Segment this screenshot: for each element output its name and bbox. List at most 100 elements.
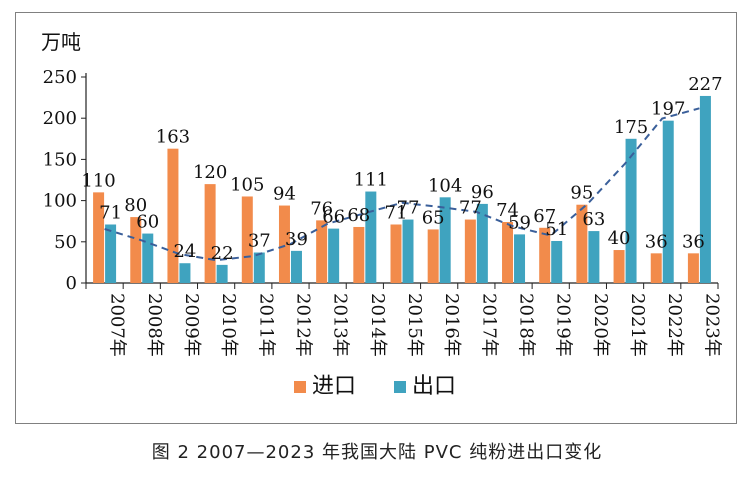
bar-export <box>142 233 154 283</box>
bar-export <box>662 120 674 283</box>
data-label-export: 39 <box>285 229 308 250</box>
data-label-import: 74 <box>496 200 519 221</box>
x-tick-label: 2022年 <box>664 293 685 357</box>
bar-import <box>204 184 216 283</box>
bar-import <box>650 253 662 283</box>
bar-import <box>130 217 142 283</box>
data-label-export: 51 <box>545 219 568 240</box>
x-tick-label: 2014年 <box>367 293 388 357</box>
bar-import <box>464 219 476 283</box>
x-tick-label: 2023年 <box>701 293 722 357</box>
data-label-export: 60 <box>136 212 159 233</box>
data-label-import: 94 <box>273 184 296 205</box>
x-tick-label: 2008年 <box>144 293 165 357</box>
x-tick-label: 2017年 <box>478 293 499 357</box>
bar-export <box>179 263 191 283</box>
bar-import <box>316 220 328 283</box>
bar-export <box>328 228 340 283</box>
x-tick-label: 2012年 <box>292 293 313 357</box>
export-trend-path <box>104 107 700 262</box>
bar-import <box>241 196 253 283</box>
data-label-export: 111 <box>354 170 388 191</box>
bar-import <box>353 226 365 283</box>
legend: 进口 出口 <box>294 374 456 399</box>
data-label-import: 36 <box>682 231 705 252</box>
data-label-import: 105 <box>230 174 264 195</box>
data-label-export: 104 <box>428 175 462 196</box>
legend-swatch <box>394 381 406 393</box>
trend-line <box>104 107 700 262</box>
bar-export <box>439 197 451 283</box>
data-label-import: 36 <box>645 231 668 252</box>
y-tick-label: 100 <box>43 191 77 212</box>
data-label-import: 120 <box>193 162 227 183</box>
data-label-export: 77 <box>397 198 420 219</box>
data-label-export: 63 <box>582 209 605 230</box>
y-tick-label: 250 <box>43 67 77 88</box>
data-label-import: 80 <box>124 195 147 216</box>
data-label-export: 71 <box>99 202 122 223</box>
data-label-import: 68 <box>347 205 370 226</box>
data-label-import: 163 <box>156 127 190 148</box>
data-label-import: 77 <box>459 198 482 219</box>
bar-export <box>105 224 117 283</box>
bar-import <box>278 205 290 283</box>
chart-frame: 万吨 0 50 100 150 200 250 2007年 2008年 2009年 2010年 20… <box>15 12 737 424</box>
bar-import <box>613 250 625 283</box>
legend-label: 进口 <box>312 374 356 399</box>
x-tick-label: 2007年 <box>107 293 128 357</box>
x-tick-label: 2019年 <box>553 293 574 357</box>
data-label-export: 96 <box>471 182 494 203</box>
x-tick-label: 2011年 <box>255 293 276 357</box>
bar-import <box>576 204 588 283</box>
bar-import <box>687 253 699 283</box>
axes: 0 50 100 150 200 250 2007年 2008年 2009年 2010年 2011年… <box>43 67 723 357</box>
data-label-import: 65 <box>422 207 445 228</box>
bar-export <box>402 219 414 283</box>
bars <box>93 95 711 284</box>
x-tick-label: 2015年 <box>404 293 425 357</box>
data-label-export: 22 <box>211 243 234 264</box>
data-label-import: 71 <box>385 202 408 223</box>
data-label-import: 40 <box>608 228 631 249</box>
data-label-import: 67 <box>533 206 556 227</box>
x-tick-label: 2020年 <box>590 293 611 357</box>
bar-export <box>588 231 600 283</box>
x-tick-label: 2013年 <box>330 293 351 357</box>
data-label-export: 197 <box>651 99 685 120</box>
x-tick-label: 2009年 <box>181 293 202 357</box>
y-tick-label: 200 <box>43 108 77 129</box>
data-label-import: 95 <box>570 183 593 204</box>
chart-svg: 万吨 0 50 100 150 200 250 2007年 2008年 2009年 2010年 20… <box>41 30 723 399</box>
figure-caption: 图 2 2007—2023 年我国大陆 PVC 纯粉进出口变化 <box>151 442 603 463</box>
y-tick-label: 150 <box>43 149 77 170</box>
bar-export <box>290 250 302 283</box>
y-unit-label: 万吨 <box>41 30 81 54</box>
legend-swatch <box>294 381 306 393</box>
bar-import <box>427 229 439 283</box>
data-label-export: 59 <box>508 212 531 233</box>
bar-export <box>365 191 377 283</box>
data-label-export: 37 <box>248 231 271 252</box>
data-label-import: 76 <box>310 198 333 219</box>
data-label-export: 227 <box>688 74 722 95</box>
data-label-export: 66 <box>322 207 345 228</box>
y-tick-label: 0 <box>66 273 77 294</box>
bar-export <box>253 252 265 283</box>
bar-export <box>216 264 228 283</box>
x-tick-label: 2016年 <box>441 293 462 357</box>
bar-export <box>625 138 637 283</box>
data-label-export: 175 <box>614 117 648 138</box>
x-tick-label: 2018年 <box>516 293 537 357</box>
bar-import <box>390 224 402 283</box>
y-tick-label: 50 <box>54 232 77 253</box>
x-tick-label: 2010年 <box>218 293 239 357</box>
bar-import <box>93 192 105 283</box>
legend-label: 出口 <box>412 374 456 399</box>
x-tick-label: 2021年 <box>627 293 648 357</box>
bar-export <box>476 203 488 283</box>
bar-export <box>514 234 526 283</box>
bar-import <box>539 227 551 283</box>
bar-import <box>502 222 514 283</box>
